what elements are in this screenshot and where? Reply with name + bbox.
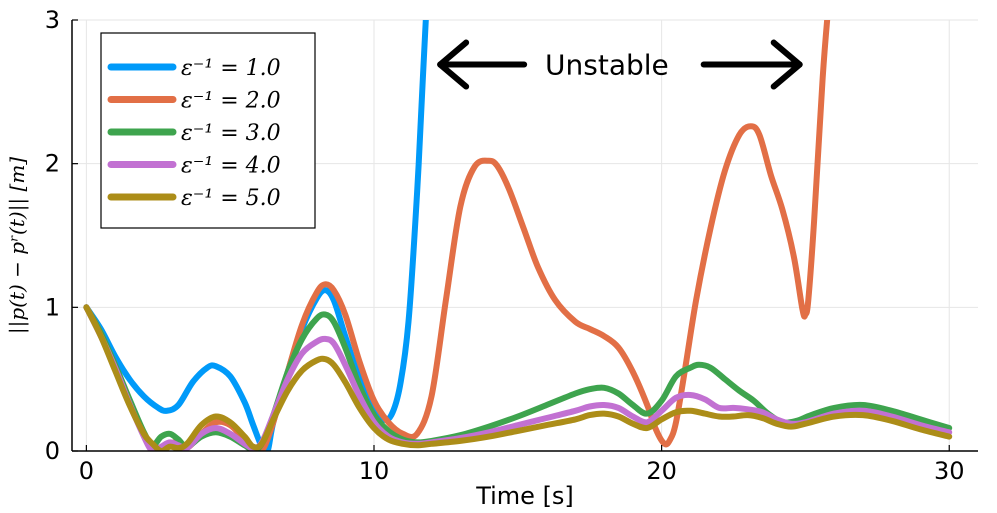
series-layer — [83, 20, 953, 451]
series-line-5 — [83, 304, 953, 451]
y-tick-label: 1 — [45, 293, 60, 321]
arrow-left-icon — [437, 39, 528, 90]
x-axis-label: Time [s] — [475, 482, 574, 510]
legend-label-2: ε⁻¹ = 2.0 — [181, 89, 281, 114]
legend-label-3: ε⁻¹ = 3.0 — [181, 121, 281, 146]
x-tick-label: 30 — [934, 457, 965, 485]
x-tick-label: 20 — [646, 457, 677, 485]
legend-label-5: ε⁻¹ = 5.0 — [181, 186, 281, 211]
unstable-annotation: Unstable — [437, 39, 803, 90]
annotation-text: Unstable — [545, 49, 669, 82]
arrow-right-icon — [700, 39, 803, 90]
x-tick-label: 0 — [79, 457, 94, 485]
legend: ε⁻¹ = 1.0 ε⁻¹ = 2.0 ε⁻¹ = 3.0 ε⁻¹ = 4.0 ε⁻¹ … — [100, 32, 316, 229]
y-tick-label: 3 — [45, 6, 60, 34]
y-axis-label: ||p(t) − pʳ(t)|| [m] — [5, 157, 30, 334]
legend-label-1: ε⁻¹ = 1.0 — [181, 56, 281, 81]
tick-labels: 0 10 20 30 0 1 2 3 — [45, 6, 965, 485]
axes — [71, 19, 978, 452]
series-line-2 — [83, 20, 831, 451]
legend-label-4: ε⁻¹ = 4.0 — [181, 154, 281, 179]
y-tick-label: 0 — [45, 437, 60, 465]
x-tick-label: 10 — [359, 457, 390, 485]
y-tick-label: 2 — [45, 150, 60, 178]
